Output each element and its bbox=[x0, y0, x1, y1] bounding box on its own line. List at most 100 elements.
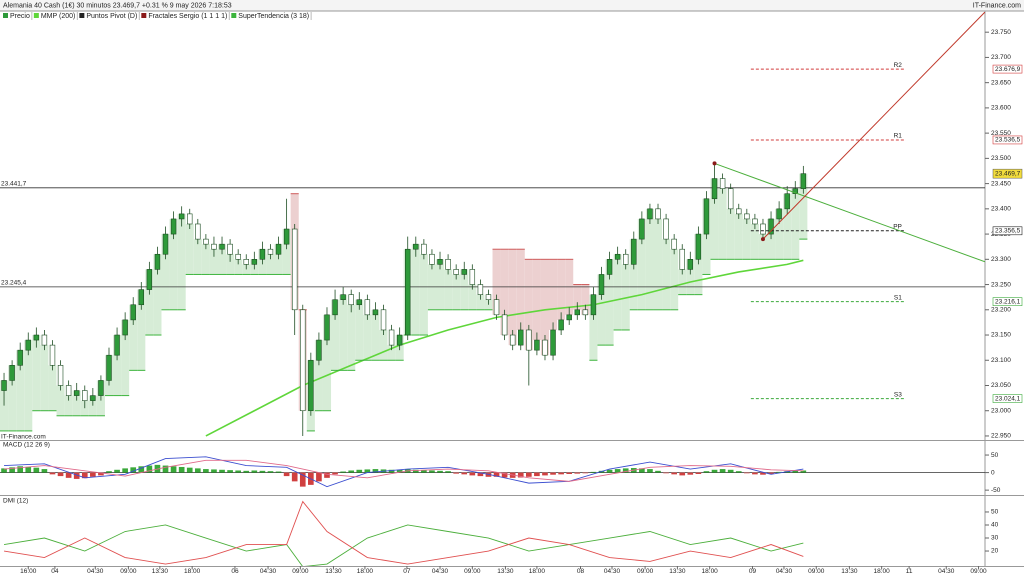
x-tick-label: 09:00 bbox=[808, 568, 825, 575]
x-tick-label: 18:00 bbox=[874, 568, 891, 575]
supertrend-fill bbox=[500, 249, 509, 336]
histogram-bar bbox=[671, 472, 677, 475]
candle-body bbox=[300, 309, 306, 412]
watermark: IT-Finance.com bbox=[1, 434, 46, 441]
histogram-bar bbox=[138, 466, 145, 473]
candle-body bbox=[703, 198, 710, 235]
y-tick-label: 23.600 bbox=[991, 105, 1011, 112]
candle-body bbox=[558, 319, 564, 331]
histogram-bar bbox=[259, 470, 266, 473]
histogram-bar bbox=[106, 471, 112, 473]
y-tick-label: 23.450 bbox=[991, 180, 1011, 187]
supertrend-fill bbox=[670, 249, 679, 310]
histogram-bar bbox=[558, 472, 564, 475]
pivot-value-label: 23.024,1 bbox=[995, 395, 1021, 402]
y-tick-label: 23.550 bbox=[991, 130, 1011, 137]
histogram-bar bbox=[267, 471, 274, 473]
histogram-bar bbox=[146, 465, 153, 473]
candle-body bbox=[445, 259, 451, 270]
x-tick-label: 09:00 bbox=[292, 568, 309, 575]
supertrend-fill bbox=[758, 234, 768, 260]
supertrend-fill bbox=[726, 208, 735, 260]
histogram-bar bbox=[372, 469, 379, 473]
x-tick-label: 16:00 bbox=[20, 568, 37, 575]
histogram-bar bbox=[170, 466, 177, 473]
histogram-bar bbox=[445, 471, 451, 473]
candle-body bbox=[437, 259, 443, 265]
pivot-value-box bbox=[992, 135, 1023, 145]
supertrend-fill bbox=[629, 239, 638, 310]
candle-body bbox=[364, 299, 371, 316]
horizontal-line-label: 23.245,4 bbox=[1, 280, 27, 287]
supertrend-fill bbox=[492, 249, 501, 315]
indicator-line bbox=[3, 500, 804, 565]
y-tick-label: 0 bbox=[991, 469, 995, 476]
histogram-bar bbox=[590, 471, 597, 473]
panel bbox=[0, 456, 985, 488]
y-tick-label: 30 bbox=[991, 535, 999, 542]
supertrend-fill bbox=[64, 395, 73, 416]
legend-label: MMP (200) bbox=[41, 13, 76, 20]
candle-body bbox=[195, 223, 201, 240]
candle-body bbox=[73, 390, 80, 396]
supertrend-fill bbox=[193, 239, 202, 275]
candle-body bbox=[631, 238, 637, 265]
candle-body bbox=[380, 309, 387, 331]
histogram-bar bbox=[752, 472, 758, 475]
candle-body bbox=[566, 314, 572, 321]
histogram-bar bbox=[614, 469, 621, 473]
histogram-bar bbox=[219, 469, 225, 473]
panel-title: MACD (12 26 9) bbox=[3, 442, 50, 449]
histogram-bar bbox=[65, 472, 72, 478]
candle-body bbox=[203, 238, 209, 245]
y-tick-label: 40 bbox=[991, 522, 999, 529]
pivot-value-box bbox=[992, 64, 1023, 74]
supertrend-fill bbox=[540, 259, 550, 356]
candle-body bbox=[267, 248, 274, 255]
legend-label: Precio bbox=[10, 13, 30, 20]
histogram-bar bbox=[90, 472, 96, 477]
histogram-bar bbox=[526, 472, 532, 477]
supertrend-fill bbox=[379, 329, 388, 361]
y-tick-label: 23.250 bbox=[991, 281, 1011, 288]
x-tick-label: 18:00 bbox=[184, 568, 201, 575]
histogram-bar bbox=[461, 472, 468, 475]
supertrend-fill bbox=[549, 259, 558, 330]
supertrend-fill bbox=[32, 335, 41, 411]
supertrend-fill bbox=[444, 269, 453, 310]
y-tick-label: 23.050 bbox=[991, 382, 1011, 389]
histogram-bar bbox=[663, 472, 669, 474]
histogram-bar bbox=[542, 472, 548, 476]
histogram-bar bbox=[356, 469, 363, 473]
candle-body bbox=[493, 299, 500, 316]
candle-body bbox=[316, 339, 322, 361]
candle-body bbox=[752, 218, 758, 225]
legend-swatch bbox=[231, 13, 237, 18]
supertrend-fill bbox=[56, 385, 65, 416]
x-tick-label: 06 bbox=[231, 568, 239, 575]
x-tick-label: 07 bbox=[403, 568, 411, 575]
supertrend-fill bbox=[48, 365, 57, 411]
y-tick-label: 23.750 bbox=[991, 29, 1011, 36]
legend-swatch bbox=[3, 13, 8, 18]
fractal-point bbox=[760, 237, 765, 242]
candle-body bbox=[574, 309, 580, 316]
pivot-value-label: 23.216,1 bbox=[995, 298, 1021, 305]
supertrend-fill bbox=[573, 284, 582, 310]
candle-body bbox=[509, 334, 516, 346]
histogram-bar bbox=[73, 472, 80, 479]
x-tick-label: 09:00 bbox=[464, 568, 481, 575]
legend-label: SuperTendencia (3 18) bbox=[238, 13, 309, 20]
supertrend-fill bbox=[718, 188, 727, 260]
candle-body bbox=[477, 284, 484, 295]
supertrend-fill bbox=[387, 345, 396, 361]
histogram-bar bbox=[1, 468, 7, 473]
supertrend-fill bbox=[710, 178, 719, 260]
candle-body bbox=[138, 289, 145, 306]
candle-body bbox=[421, 243, 427, 255]
candle-body bbox=[622, 253, 629, 265]
candle-body bbox=[122, 319, 128, 336]
candle-body bbox=[542, 339, 548, 356]
candle-body bbox=[655, 208, 661, 220]
